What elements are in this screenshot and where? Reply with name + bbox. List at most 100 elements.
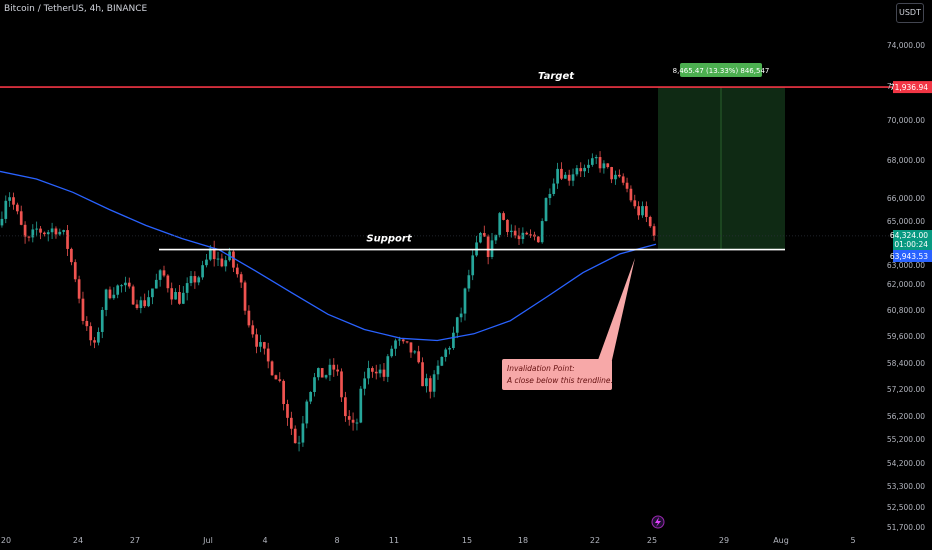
candle-body [162,270,166,276]
invalidation-body: A close below this trendline. [506,376,613,385]
candle-body [421,362,424,387]
candle-body [540,221,544,243]
bar-countdown: 01:00:24 [894,240,928,249]
currency-button[interactable]: USDT [896,3,924,23]
candle-body [12,197,15,205]
candle-body [309,391,312,402]
candle-body [50,228,54,233]
candle-body [556,168,559,184]
candle-body [282,380,285,405]
x-tick-label: 27 [130,536,140,545]
candle-body [463,288,467,314]
candle-body [502,213,505,220]
profit-zone [658,87,785,250]
x-tick-label: 20 [1,536,11,545]
candle-body [212,248,216,260]
candle-body [602,163,606,169]
candle-body [598,157,602,169]
x-tick-label: 11 [389,536,399,545]
candle-body [641,206,644,216]
candle-body [482,233,486,237]
candle-body [401,339,405,342]
candle-body [247,310,251,326]
x-tick-label: 15 [462,536,472,545]
candle-body [8,197,11,201]
candle-body [536,236,540,243]
candle-body [147,297,150,307]
x-tick-label: 25 [647,536,657,545]
candle-body [652,226,656,236]
x-tick-label: 5 [850,536,855,545]
candle-body [467,275,471,289]
candle-body [359,388,363,423]
ma-price-tag-bg [893,250,932,262]
candle-body [494,234,498,241]
candle-body [62,230,66,232]
candle-body [77,279,81,299]
candle-body [328,364,332,376]
lightning-glyph [655,517,661,527]
candle-body [43,232,46,235]
candle-body [293,428,297,444]
candle-body [251,325,255,335]
candle-body [405,341,409,343]
candle-body [320,368,324,378]
candle-body [606,163,610,168]
invalidation-pointer [598,258,635,360]
candle-body [324,375,328,378]
candle-body [347,416,351,420]
x-tick-label: Jul [202,536,213,545]
candle-body [266,348,270,362]
candle-body [529,234,532,236]
candle-body [224,260,228,267]
candle-body [351,419,355,423]
candle-body [158,270,162,280]
candle-body [73,262,77,280]
candle-body [16,204,19,212]
candle-body [629,188,633,201]
candle-body [371,368,374,372]
candle-body [220,258,224,267]
candle-body [139,300,143,309]
candle-body [58,231,62,235]
moving-average-line [0,170,657,342]
candle-body [413,351,417,353]
y-tick-label: 66,000.00 [887,194,925,203]
candle-body [317,368,320,378]
y-tick-label: 51,700.00 [887,523,925,532]
x-tick-label: 24 [73,536,83,545]
candle-body [185,283,189,293]
candle-body [31,229,35,238]
candle-body [27,236,31,238]
candle-body [313,377,316,392]
y-tick-label: 62,000.00 [887,280,925,289]
candle-body [208,248,212,260]
candle-body [436,365,440,375]
candle-body [336,369,339,372]
candle-body [645,206,648,217]
y-tick-label: 63,000.00 [887,261,925,270]
candle-body [575,168,579,175]
candle-body [525,232,529,235]
candle-body [112,294,116,299]
candle-body [54,228,58,235]
x-tick-label: 29 [719,536,729,545]
invalidation-box[interactable] [502,359,612,390]
candle-body [583,167,586,172]
candle-body [614,174,617,180]
candle-body [35,228,39,230]
candle-body [552,183,556,194]
target-price-tag-bg [893,81,932,94]
candle-body [120,285,123,287]
candle-body [270,361,274,376]
candle-body [239,274,243,283]
last-price-tag: 64,324.00 [890,231,928,240]
candle-body [610,167,613,180]
candle-body [124,282,127,286]
candle-body [286,404,289,418]
candle-body [340,371,343,398]
candle-body [301,423,305,443]
candle-body [135,304,139,309]
projection-label: 8,465.47 (13.33%) 846,547 [673,67,770,75]
